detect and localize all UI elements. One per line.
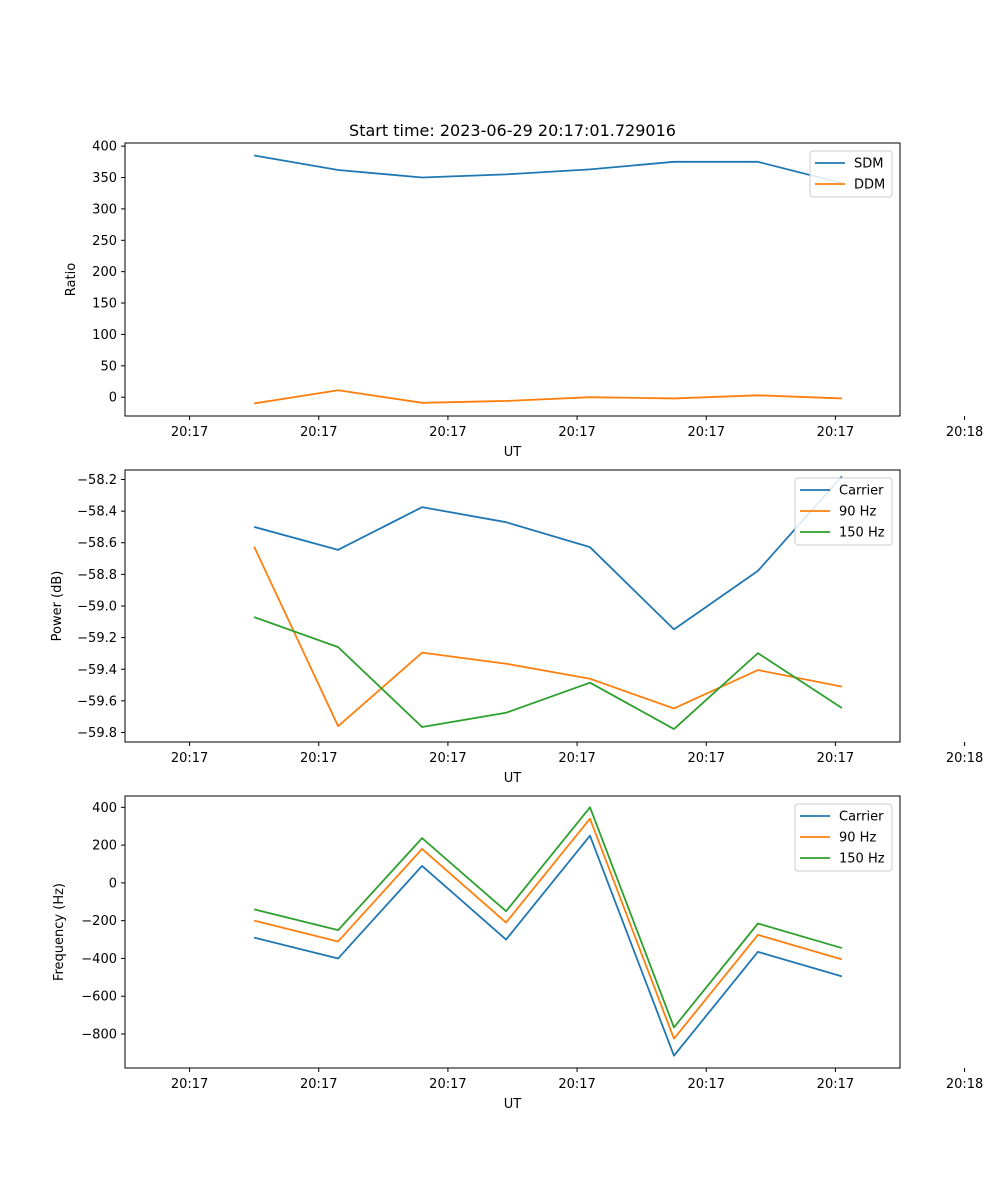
x-tick-label: 20:17 (429, 1077, 466, 1092)
y-tick-label: −59.8 (77, 726, 117, 741)
series-line-ddm (254, 389, 842, 405)
x-tick-label: 20:17 (429, 751, 466, 766)
y-tick-label: 150 (92, 297, 117, 312)
y-tick-label: −58.6 (77, 536, 117, 551)
y-tick-label: 200 (92, 265, 117, 280)
y-tick-label: −600 (81, 990, 117, 1005)
legend: Carrier 90 Hz 150 Hz (794, 803, 893, 872)
y-tick-label: −58.8 (77, 568, 117, 583)
chart-title: Start time: 2023-06-29 20:17:01.729016 (349, 121, 676, 140)
x-tick-label: 20:17 (817, 425, 854, 440)
x-tick-label: 20:17 (300, 1077, 337, 1092)
legend-entry: Carrier (839, 484, 884, 499)
y-tick-label: −59.0 (77, 600, 117, 615)
x-tick-label: 20:17 (688, 751, 725, 766)
legend-entry: 150 Hz (839, 852, 885, 867)
y-axis-label: Ratio (64, 263, 79, 296)
y-tick-label: −400 (81, 952, 117, 967)
legend: SDM DDM (809, 150, 893, 198)
legend-entry: SDM (854, 157, 883, 172)
legend-entry: DDM (854, 178, 885, 193)
x-axis-label: UT (504, 771, 522, 786)
legend-entry: 90 Hz (839, 831, 876, 846)
y-tick-label: 250 (92, 234, 117, 249)
subplot-1: 20:17 20:17 20:17 20:17 20:17 20:17 20:18 0 50 10… (64, 121, 983, 460)
y-tick-label: 350 (92, 171, 117, 186)
x-axis-label: UT (504, 1097, 522, 1112)
subplot-2: 20:17 20:17 20:17 20:17 20:17 20:17 20:18 −59.8… (50, 469, 983, 786)
y-tick-label: −200 (81, 914, 117, 929)
y-tick-label: −58.2 (77, 473, 117, 488)
y-tick-label: 100 (92, 328, 117, 343)
x-tick-label: 20:17 (171, 1077, 208, 1092)
legend-frame (794, 803, 893, 872)
subplot-3: 20:17 20:17 20:17 20:17 20:17 20:17 20:18 −800 −… (52, 795, 983, 1112)
legend-frame (794, 477, 893, 546)
x-tick-label: 20:17 (688, 425, 725, 440)
y-tick-label: 400 (92, 801, 117, 816)
series-line-90-hz (253, 817, 843, 1040)
x-tick-label: 20:17 (300, 751, 337, 766)
axes-frame (124, 142, 901, 417)
y-tick-label: −59.4 (77, 663, 117, 678)
x-tick-label: 20:17 (171, 751, 208, 766)
legend-entry: 150 Hz (839, 526, 885, 541)
x-tick-label: 20:18 (946, 1077, 983, 1092)
legend-entry: Carrier (839, 810, 884, 825)
series-line-150-hz (253, 616, 843, 730)
y-axis-label: Power (dB) (50, 571, 65, 642)
x-tick-label: 20:17 (817, 1077, 854, 1092)
series-line-carrier (253, 475, 843, 631)
x-tick-label: 20:17 (817, 751, 854, 766)
series-line-90-hz (253, 546, 843, 728)
y-tick-label: −59.2 (77, 631, 117, 646)
y-tick-label: 0 (109, 391, 117, 406)
y-tick-label: 400 (92, 140, 117, 155)
x-tick-label: 20:17 (171, 425, 208, 440)
axes-frame (124, 795, 901, 1069)
legend-entry: 90 Hz (839, 505, 876, 520)
x-tick-label: 20:17 (429, 425, 466, 440)
y-axis-label: Frequency (Hz) (52, 883, 67, 981)
x-tick-label: 20:17 (558, 1077, 595, 1092)
series-line-sdm (254, 154, 843, 185)
series-line-carrier (253, 834, 843, 1057)
y-tick-label: −800 (81, 1028, 117, 1043)
x-tick-label: 20:17 (300, 425, 337, 440)
x-tick-label: 20:17 (688, 1077, 725, 1092)
legend: Carrier 90 Hz 150 Hz (794, 477, 893, 546)
x-tick-label: 20:17 (558, 751, 595, 766)
y-tick-label: −58.4 (77, 505, 117, 520)
y-tick-label: −59.6 (77, 694, 117, 709)
series-line-150-hz (253, 806, 843, 1029)
y-tick-label: 50 (100, 359, 117, 374)
y-tick-label: 200 (92, 839, 117, 854)
x-tick-label: 20:17 (558, 425, 595, 440)
y-tick-label: 300 (92, 202, 117, 217)
x-axis-label: UT (504, 445, 522, 460)
x-tick-label: 20:18 (946, 425, 983, 440)
axes-frame (124, 469, 901, 743)
x-tick-label: 20:18 (946, 751, 983, 766)
y-tick-label: 0 (109, 876, 117, 891)
